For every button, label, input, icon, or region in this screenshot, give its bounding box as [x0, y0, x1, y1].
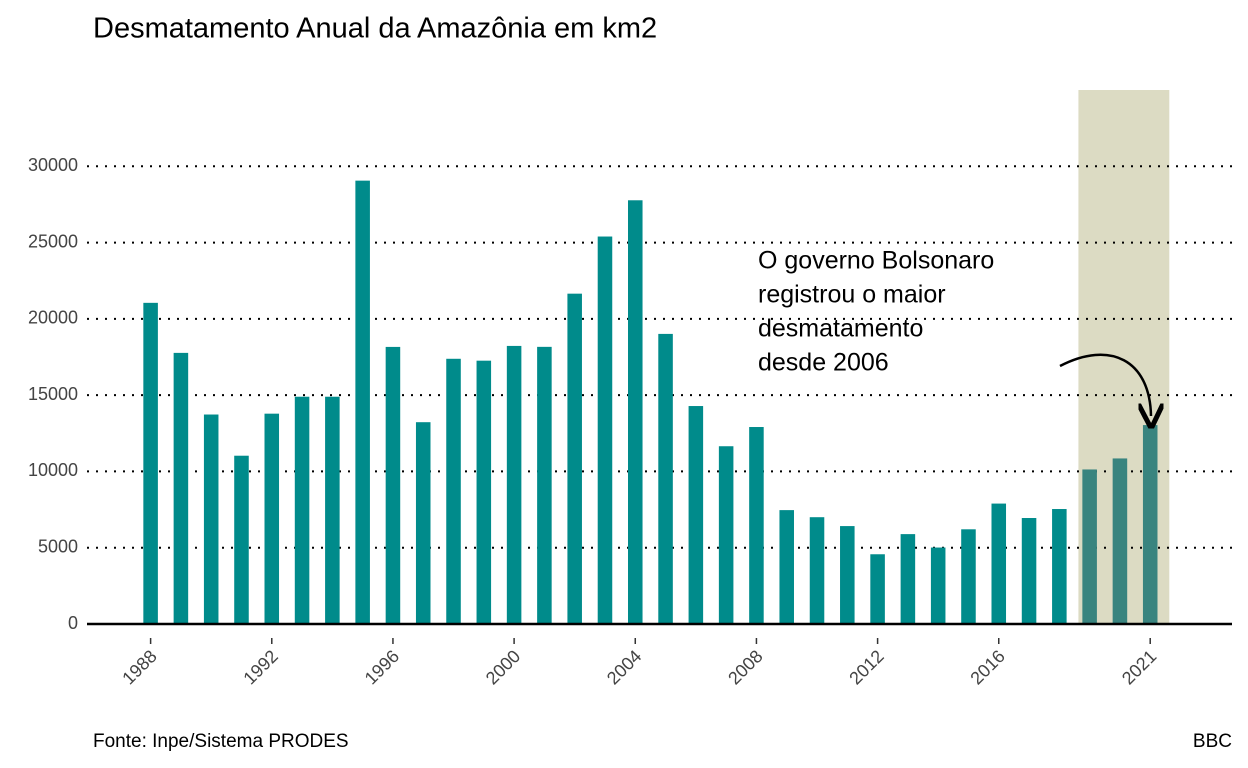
y-tick-label: 15000	[28, 384, 78, 404]
bar	[870, 554, 885, 624]
annotation: O governo Bolsonaro registrou o maior desm…	[758, 247, 994, 377]
bar	[718, 446, 734, 624]
credit: BBC	[1193, 731, 1232, 752]
bar	[627, 200, 643, 624]
bar	[173, 352, 189, 624]
annotation-arrow	[1059, 353, 1151, 416]
y-tick-label: 30000	[28, 155, 78, 175]
bar	[1082, 469, 1097, 624]
x-tick-label: 2016	[966, 646, 1008, 688]
bar	[688, 406, 704, 624]
x-tick-label: 2004	[603, 646, 645, 688]
y-tick-label: 25000	[28, 231, 78, 251]
annotation-line: registrou o maior	[758, 281, 946, 309]
bar	[143, 302, 158, 624]
y-tick-label: 5000	[38, 536, 78, 556]
annotation-line: desmatamento	[758, 315, 923, 343]
bar	[567, 293, 582, 624]
bar	[355, 180, 370, 624]
annotation-line: desde 2006	[758, 349, 889, 377]
annotation-line: O governo Bolsonaro	[758, 247, 994, 275]
bar	[203, 414, 219, 624]
bar	[506, 345, 522, 624]
bar	[446, 358, 461, 624]
chart-title: Desmatamento Anual da Amazônia em km2	[93, 13, 657, 45]
bar	[476, 360, 492, 624]
bar	[809, 517, 825, 624]
x-tick-label: 1988	[118, 646, 160, 688]
y-tick-label: 10000	[28, 460, 78, 480]
x-tick-label: 2012	[845, 646, 887, 688]
bar	[658, 333, 673, 624]
bar	[1052, 509, 1067, 624]
x-tick-label: 2008	[724, 646, 766, 688]
x-tick-label: 1996	[361, 646, 403, 688]
bar	[900, 534, 916, 624]
bar	[991, 503, 1007, 624]
source: Fonte: Inpe/Sistema PRODES	[93, 731, 349, 752]
bar	[597, 236, 613, 624]
bar	[779, 510, 794, 624]
bar	[385, 346, 401, 624]
bar	[1112, 458, 1128, 624]
x-tick-label: 2021	[1118, 646, 1160, 688]
bar	[234, 455, 249, 624]
y-tick-label: 20000	[28, 308, 78, 328]
bar	[325, 396, 340, 624]
x-tick-label: 1992	[240, 646, 282, 688]
bar	[294, 396, 310, 624]
bar	[930, 547, 946, 624]
bar	[537, 346, 552, 624]
x-tick-label: 2000	[482, 646, 524, 688]
bar	[840, 526, 855, 624]
bar	[1142, 425, 1158, 624]
y-tick-label: 0	[68, 613, 78, 633]
bar	[264, 413, 280, 624]
bar	[1021, 518, 1037, 624]
bar	[961, 529, 976, 624]
bar	[749, 427, 764, 624]
bar	[415, 422, 431, 624]
